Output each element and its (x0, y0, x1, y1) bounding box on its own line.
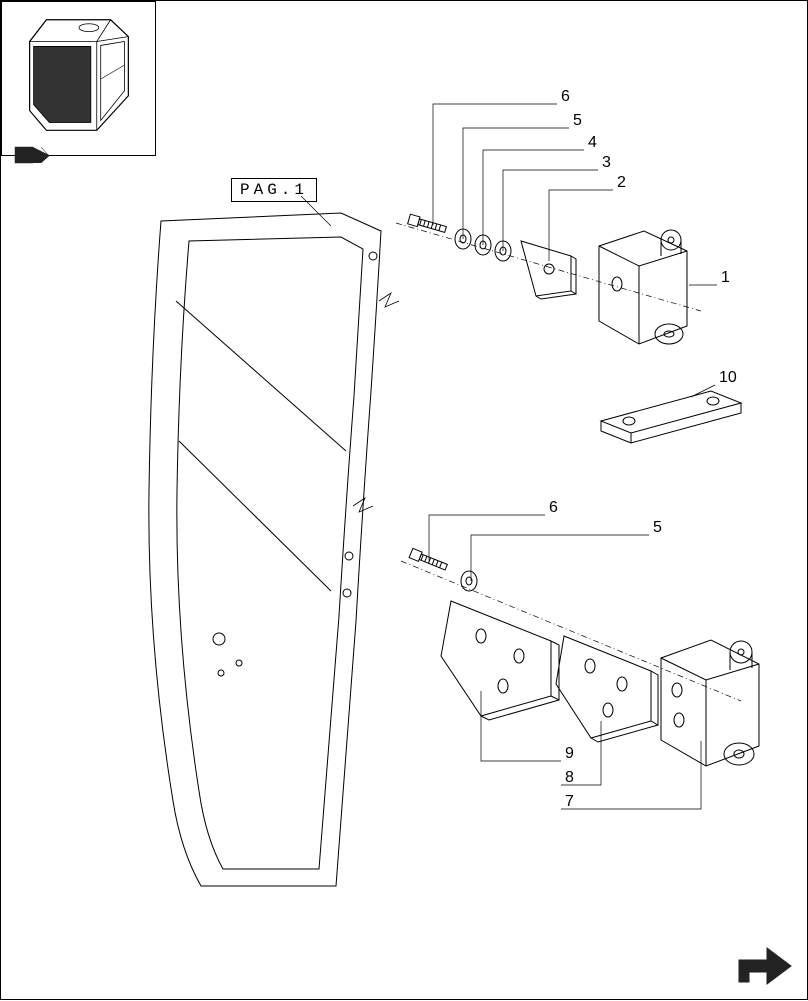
callout-4: 4 (588, 134, 597, 152)
bracket-plate-upper (521, 241, 576, 299)
callout-9: 9 (565, 745, 574, 763)
callout-10: 10 (719, 369, 737, 387)
callout-5-upper: 5 (573, 112, 582, 130)
lower-hinge-assembly (401, 548, 759, 766)
callout-7: 7 (565, 793, 574, 811)
door-glass-panel (149, 213, 399, 886)
diagram-viewport: PAG.1 (0, 0, 808, 1000)
callout-1: 1 (721, 269, 730, 287)
callout-5-lower: 5 (653, 519, 662, 537)
hinge-block-lower (661, 640, 759, 766)
upper-hinge-assembly (396, 214, 701, 344)
exploded-view-drawing (1, 1, 808, 1001)
callout-6-lower: 6 (549, 499, 558, 517)
bracket-plate-outer (441, 601, 559, 720)
callout-6-upper: 6 (561, 88, 570, 106)
callout-2: 2 (617, 174, 626, 192)
bolt-upper (408, 214, 447, 234)
next-page-arrow-icon[interactable] (735, 942, 795, 987)
hinge-block-upper (599, 230, 687, 344)
callout-8: 8 (565, 769, 574, 787)
spacer-plate (601, 391, 741, 443)
bracket-plate-inner (556, 636, 658, 742)
callout-3: 3 (602, 154, 611, 172)
bolt-lower (409, 548, 448, 572)
